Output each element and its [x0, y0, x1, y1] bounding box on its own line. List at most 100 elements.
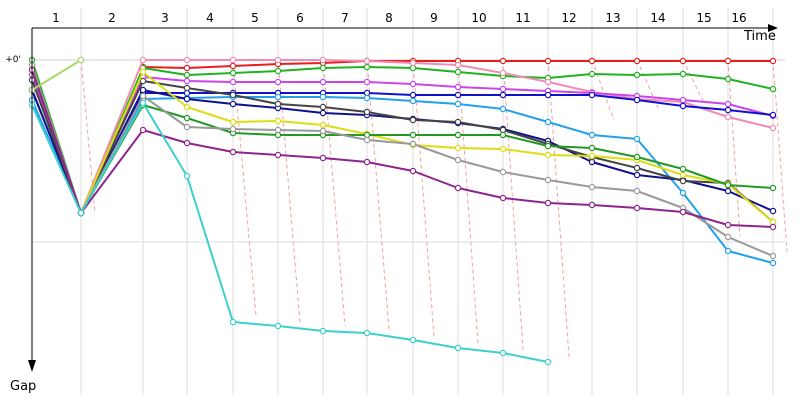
- data-point: [454, 144, 462, 152]
- data-point: [409, 59, 417, 67]
- lap-label-1: 1: [52, 11, 60, 25]
- data-point: [544, 358, 552, 366]
- data-point: [724, 106, 732, 114]
- data-point: [409, 131, 417, 139]
- data-point: [769, 223, 777, 231]
- data-point: [139, 99, 147, 107]
- data-point: [229, 69, 237, 77]
- zero-label: +0': [5, 55, 21, 65]
- data-point: [454, 131, 462, 139]
- data-point: [769, 111, 777, 119]
- pit-connector: [322, 59, 346, 327]
- data-point: [769, 57, 777, 65]
- data-point: [229, 78, 237, 86]
- data-point: [183, 56, 191, 64]
- lap-label-9: 9: [430, 11, 438, 25]
- data-point: [588, 57, 596, 65]
- data-point: [679, 70, 687, 78]
- data-point: [274, 56, 282, 64]
- data-point: [363, 78, 371, 86]
- data-point: [633, 187, 641, 195]
- data-point: [724, 247, 732, 255]
- pit-connector: [682, 59, 705, 104]
- data-point: [724, 221, 732, 229]
- data-point: [499, 131, 507, 139]
- data-point: [633, 171, 641, 179]
- lap-label-12: 12: [561, 11, 576, 25]
- data-point: [229, 62, 237, 70]
- data-point: [319, 109, 327, 117]
- data-point: [769, 85, 777, 93]
- data-point: [274, 126, 282, 134]
- data-point: [454, 184, 462, 192]
- data-point: [454, 68, 462, 76]
- data-point: [319, 103, 327, 111]
- pit-connector: [366, 59, 390, 331]
- data-point: [319, 56, 327, 64]
- data-point: [499, 69, 507, 77]
- lap-label-13: 13: [605, 11, 620, 25]
- data-point: [274, 322, 282, 330]
- data-point: [409, 97, 417, 105]
- data-point: [679, 165, 687, 173]
- time-axis-label: Time: [743, 29, 776, 44]
- data-point: [409, 116, 417, 124]
- data-point: [769, 124, 777, 132]
- pit-connector: [547, 59, 570, 358]
- data-point: [724, 113, 732, 121]
- data-point: [454, 61, 462, 69]
- data-point: [769, 184, 777, 192]
- data-point: [409, 167, 417, 175]
- lap-label-6: 6: [296, 11, 304, 25]
- data-point: [139, 77, 147, 85]
- pit-connector: [277, 59, 301, 323]
- data-point: [274, 67, 282, 75]
- lap-label-16: 16: [731, 11, 746, 25]
- data-point: [633, 153, 641, 161]
- lap-label-11: 11: [515, 11, 530, 25]
- data-point: [363, 158, 371, 166]
- data-point: [544, 78, 552, 86]
- data-point: [454, 344, 462, 352]
- data-point: [588, 183, 596, 191]
- data-point: [363, 94, 371, 102]
- data-point: [183, 77, 191, 85]
- lap-label-8: 8: [385, 11, 393, 25]
- data-point: [499, 91, 507, 99]
- data-point: [274, 78, 282, 86]
- data-point: [769, 207, 777, 215]
- lap-label-7: 7: [341, 11, 349, 25]
- pit-connector: [232, 59, 257, 317]
- data-point: [588, 70, 596, 78]
- data-point: [588, 144, 596, 152]
- data-point: [274, 117, 282, 125]
- data-point: [454, 118, 462, 126]
- gap-axis-label: Gap: [10, 379, 36, 394]
- data-point: [633, 204, 641, 212]
- lap-label-3: 3: [161, 11, 169, 25]
- data-point: [183, 123, 191, 131]
- data-point: [183, 172, 191, 180]
- data-point: [363, 57, 371, 65]
- data-point: [544, 57, 552, 65]
- data-point: [679, 177, 687, 185]
- data-point: [499, 145, 507, 153]
- data-point: [409, 336, 417, 344]
- data-point: [499, 85, 507, 93]
- data-point: [499, 168, 507, 176]
- data-point: [499, 105, 507, 113]
- data-point: [588, 131, 596, 139]
- data-point: [724, 75, 732, 83]
- data-point: [633, 164, 641, 172]
- data-point: [679, 57, 687, 65]
- data-point: [229, 318, 237, 326]
- data-point: [409, 140, 417, 148]
- pit-connector: [591, 59, 615, 121]
- data-point: [139, 92, 147, 100]
- lap-label-15: 15: [696, 11, 711, 25]
- data-point: [229, 118, 237, 126]
- data-point: [229, 125, 237, 133]
- data-point: [633, 96, 641, 104]
- data-point: [77, 56, 85, 64]
- data-point: [363, 329, 371, 337]
